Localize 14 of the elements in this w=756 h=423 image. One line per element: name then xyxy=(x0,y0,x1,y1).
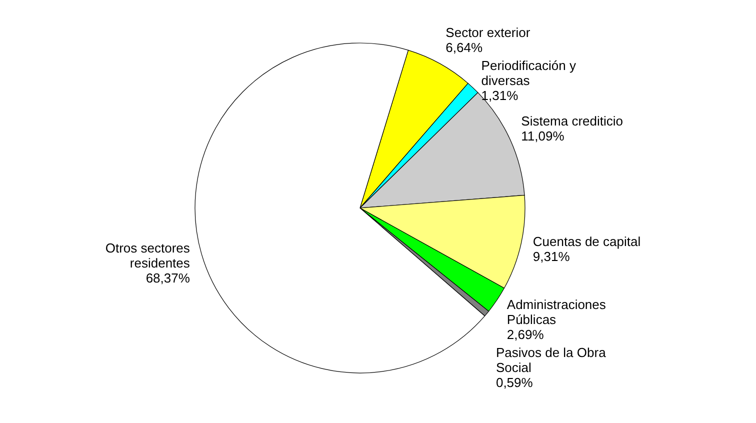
slice-label: Administraciones Públicas xyxy=(506,296,606,327)
slice-label: Pasivos de la Obra Social xyxy=(496,344,607,375)
data-label: 9,31% xyxy=(532,248,570,264)
data-label: 68,37% xyxy=(146,270,190,286)
slice-label: Cuentas de capital xyxy=(532,234,641,249)
slice-label: Periodificación y diversas xyxy=(481,58,576,88)
data-label: 6,64% xyxy=(446,40,483,55)
data-label: 2,69% xyxy=(506,326,544,342)
slice-label: Otros sectores residentes xyxy=(105,240,190,271)
data-label: 1,31% xyxy=(481,88,519,103)
slice-label: Sistema crediticio xyxy=(521,114,624,129)
slice-label: Sector exterior xyxy=(446,24,531,40)
data-label: 11,09% xyxy=(521,128,565,144)
data-label: 0,59% xyxy=(496,374,534,390)
